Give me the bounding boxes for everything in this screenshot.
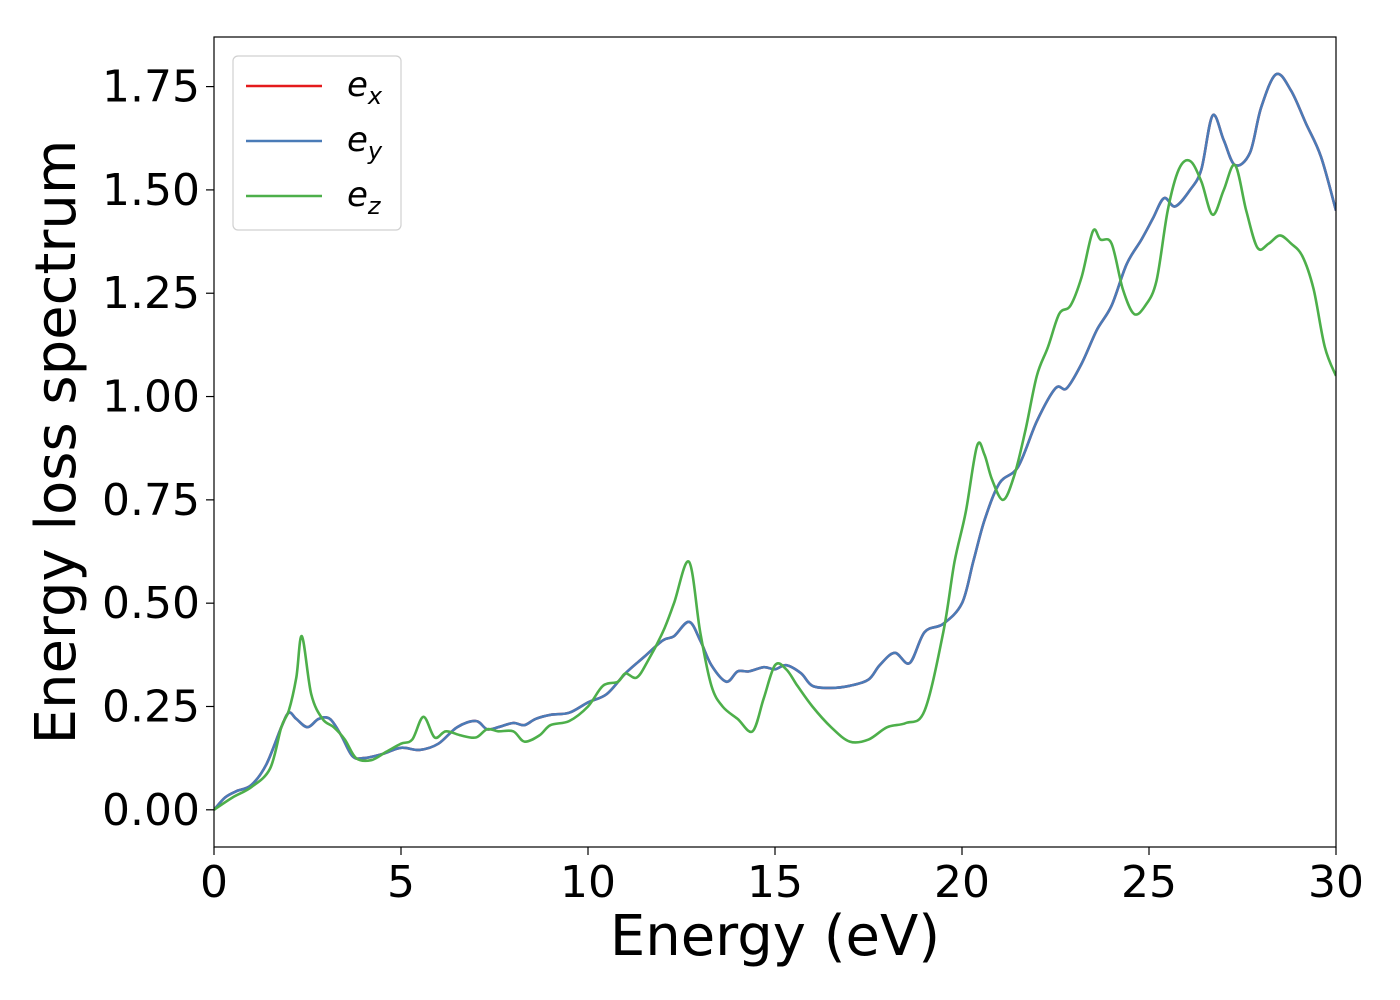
y-tick-label: 0.50 [102,578,200,629]
y-tick-label: 0.75 [102,475,200,526]
x-tick-label: 0 [200,857,228,908]
series-layer [214,72,1336,811]
series-line-y [214,72,1336,811]
y-tick-label: 0.25 [102,681,200,732]
x-tick-label: 30 [1308,857,1364,908]
y-tick-label: 1.75 [102,62,200,113]
x-tick-label: 5 [387,857,415,908]
y-tick-label: 1.00 [102,372,200,423]
x-tick-label: 15 [747,857,803,908]
legend-box [232,55,402,231]
y-tick-label: 1.25 [102,268,200,319]
y-tick-label: 0.00 [102,785,200,836]
x-tick-label: 20 [934,857,990,908]
y-axis-title: Energy loss spectrum [24,140,89,745]
x-tick-label: 25 [1121,857,1177,908]
y-axis: 0.00 0.25 0.50 0.75 1.00 1.25 1.50 1.75 [102,62,214,836]
y-tick-label: 1.50 [102,165,200,216]
x-tick-label: 10 [560,857,616,908]
x-axis-title: Energy (eV) [610,904,940,969]
series-line-z [214,158,1336,811]
x-axis: 0 5 10 15 20 25 30 [200,847,1364,908]
